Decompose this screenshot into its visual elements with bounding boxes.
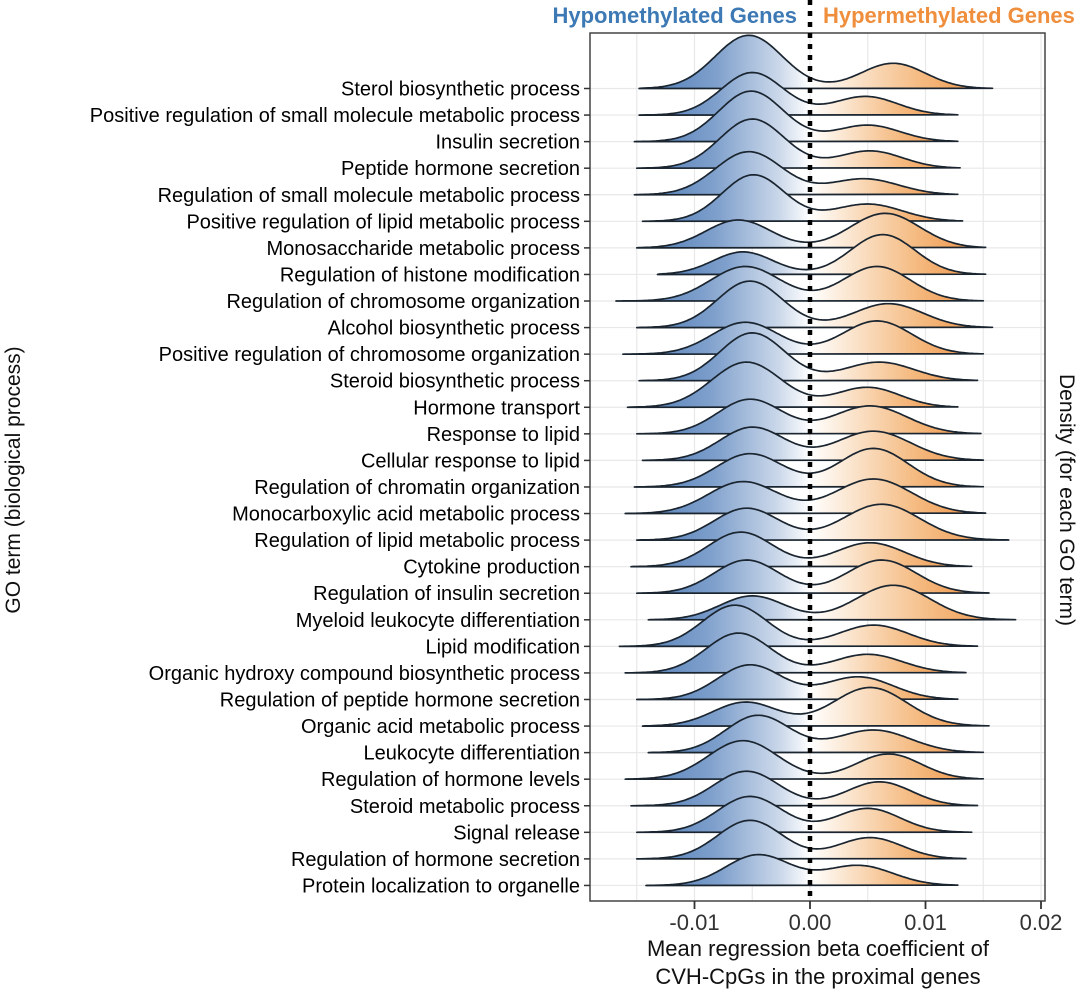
- go-term-label: Lipid modification: [425, 636, 580, 658]
- go-term-label: Regulation of small molecule metabolic p…: [158, 185, 580, 207]
- go-term-label: Protein localization to organelle: [302, 875, 580, 897]
- hypermethylated-header: Hypermethylated Genes: [823, 3, 1075, 28]
- density-ridge-19: [635, 559, 990, 595]
- go-term-label: Leukocyte differentiation: [364, 743, 580, 765]
- go-term-label: Positive regulation of small molecule me…: [90, 105, 580, 127]
- go-term-label: Regulation of histone modification: [280, 264, 580, 286]
- y-axis-title-right: Density (for each GO term): [1055, 373, 1078, 627]
- density-ridge-12: [626, 361, 959, 409]
- go-term-label: Positive regulation of chromosome organi…: [159, 344, 580, 366]
- density-ridge-9: [635, 280, 994, 329]
- x-axis: -0.01 0.00 0.01 0.02: [669, 901, 1062, 935]
- x-tick-label: -0.01: [669, 910, 719, 935]
- density-ridge-17: [635, 503, 1010, 541]
- x-tick-label: 0.00: [789, 910, 832, 935]
- go-term-label: Steroid biosynthetic process: [330, 371, 580, 393]
- go-term-label: Cytokine production: [403, 557, 580, 579]
- go-term-label: Myeloid leukocyte differentiation: [296, 610, 580, 632]
- panel-border: [589, 32, 1046, 902]
- density-ridge-22: [624, 632, 967, 674]
- density-ridge-14: [641, 426, 985, 462]
- density-ridge-24: [641, 686, 990, 727]
- density-ridge-16: [624, 478, 987, 515]
- density-ridge-29: [635, 819, 967, 860]
- hypomethylated-header: Hypomethylated Genes: [552, 3, 797, 28]
- x-tick-label: 0.01: [904, 910, 947, 935]
- density-ridge-10: [622, 320, 985, 356]
- go-term-label: Regulation of chromatin organization: [254, 477, 580, 499]
- density-ridge-8: [615, 265, 985, 302]
- density-ridge-28: [635, 795, 973, 834]
- go-term-label: Monosaccharide metabolic process: [267, 238, 581, 260]
- go-term-label: Alcohol biosynthetic process: [328, 318, 580, 340]
- density-ridge-21: [618, 604, 979, 648]
- go-term-label: Organic hydroxy compound biosynthetic pr…: [149, 663, 580, 685]
- go-term-label: Steroid metabolic process: [350, 796, 580, 818]
- go-term-label: Regulation of insulin secretion: [313, 583, 580, 605]
- go-term-label: Regulation of lipid metabolic process: [254, 530, 580, 552]
- go-term-label: Response to lipid: [427, 424, 580, 446]
- density-ridge-2: [633, 90, 959, 143]
- y-axis-title-left: GO term (biological process): [2, 346, 25, 614]
- x-tick-label: 0.02: [1020, 910, 1063, 935]
- density-ridge-11: [638, 332, 979, 382]
- y-axis: Sterol biosynthetic process Positive regu…: [90, 79, 590, 897]
- go-term-label: Signal release: [453, 822, 580, 844]
- go-term-label: Sterol biosynthetic process: [341, 79, 580, 101]
- go-term-label: Regulation of chromosome organization: [226, 291, 580, 313]
- go-term-label: Insulin secretion: [435, 132, 580, 154]
- go-term-label: Regulation of hormone secretion: [291, 849, 580, 871]
- density-ridge-30: [645, 853, 959, 887]
- density-ridge-27: [630, 770, 979, 807]
- go-term-label: Regulation of peptide hormone secretion: [220, 689, 580, 711]
- go-term-label: Peptide hormone secretion: [341, 158, 580, 180]
- go-term-label: Organic acid metabolic process: [301, 716, 580, 738]
- density-ridge-26: [624, 739, 985, 781]
- density-ridge-4: [633, 150, 959, 196]
- go-term-label: Regulation of hormone levels: [321, 769, 580, 791]
- x-axis-title-line2: CVH-CpGs in the proximal genes: [655, 964, 981, 989]
- go-term-label: Positive regulation of lipid metabolic p…: [186, 211, 580, 233]
- density-ridge-1: [638, 71, 959, 116]
- x-axis-title-line1: Mean regression beta coefficient of: [646, 936, 990, 961]
- go-term-label: Monocarboxylic acid metabolic process: [232, 504, 580, 526]
- density-ridge-5: [641, 173, 964, 223]
- go-term-label: Hormone transport: [413, 397, 580, 419]
- go-term-label: Cellular response to lipid: [361, 450, 580, 472]
- density-ridge-18: [630, 531, 973, 568]
- density-ridge-3: [635, 118, 961, 170]
- density-ridge-0: [638, 34, 994, 90]
- density-ridges: [615, 34, 1017, 887]
- density-ridge-7: [656, 233, 987, 276]
